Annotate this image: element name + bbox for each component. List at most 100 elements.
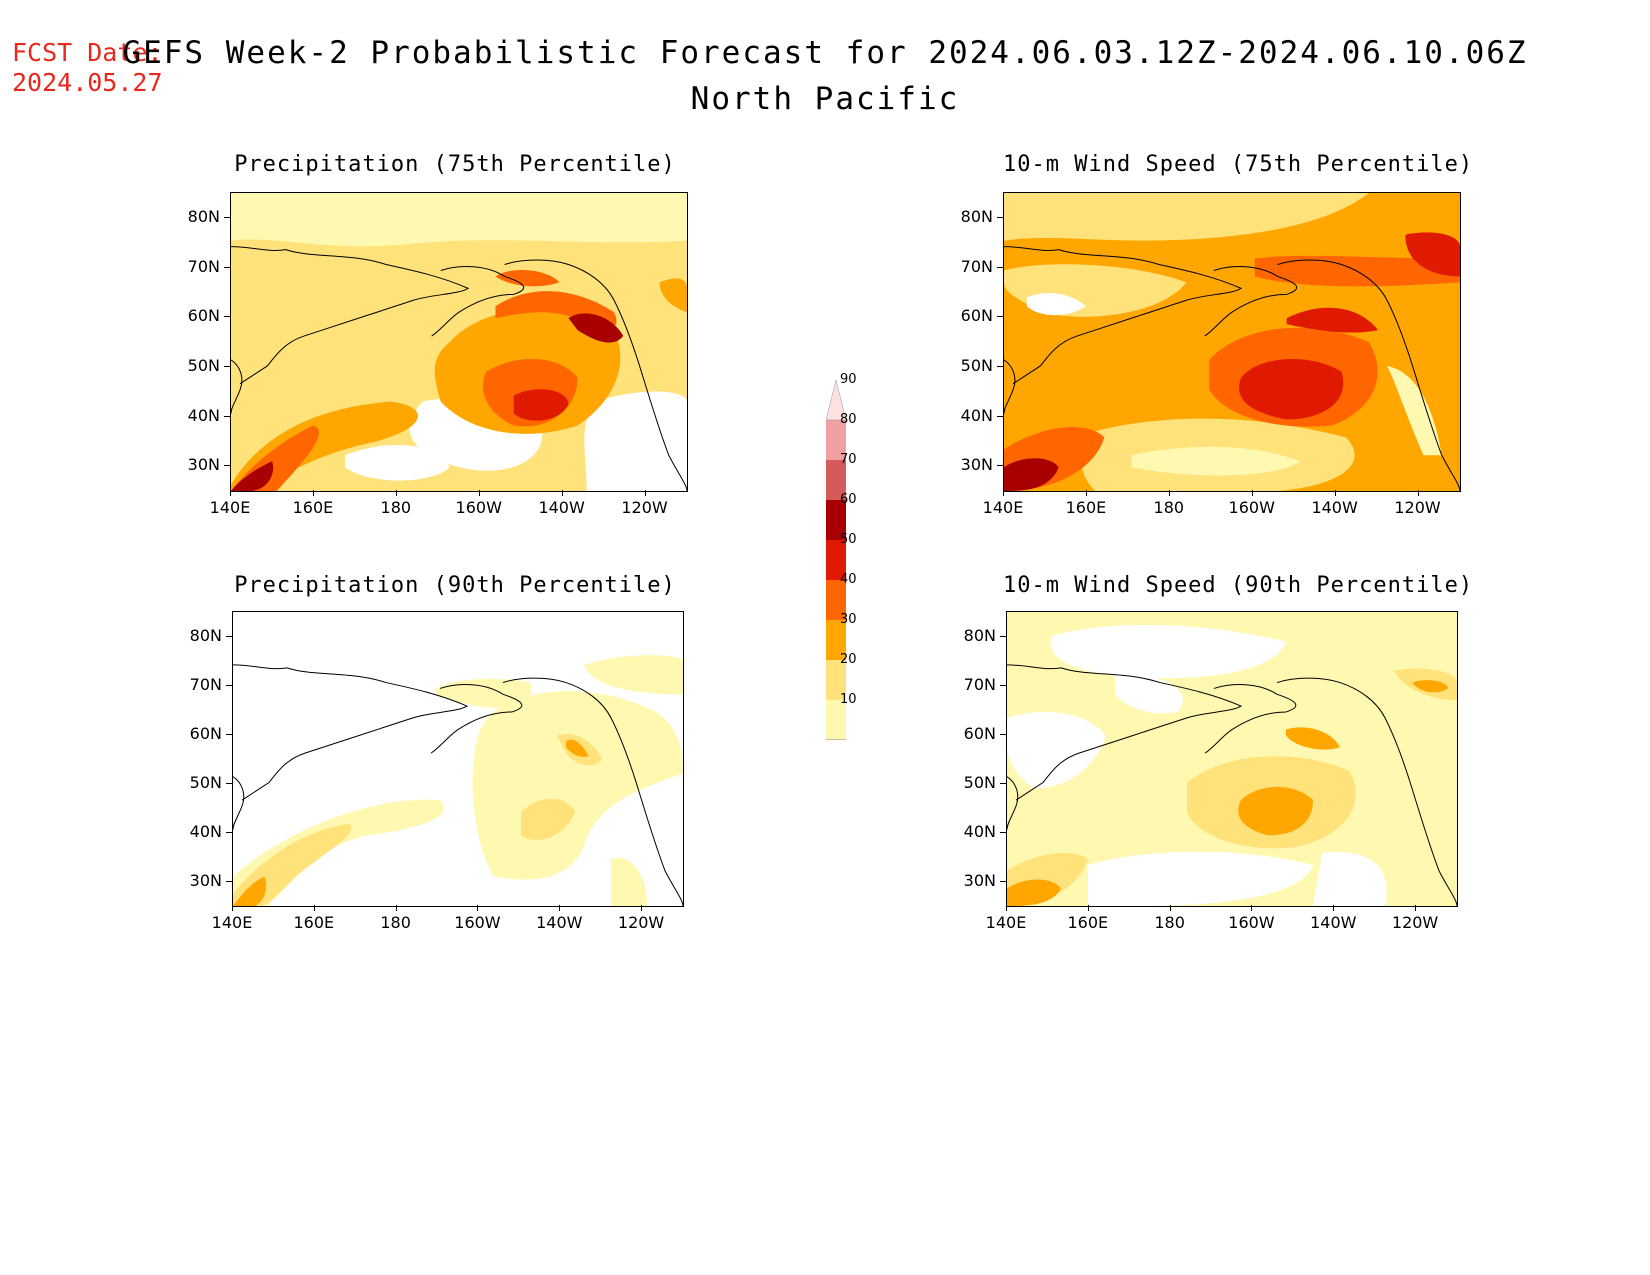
lat-tick-label: 30N [963,870,996,890]
lon-tick-label: 140E [985,913,1027,932]
lat-tick [1000,782,1006,784]
probability-contour [1313,851,1387,906]
coastline [505,260,687,491]
lat-tick-label: 70N [960,256,993,276]
map-field-svg [233,612,683,906]
coastline [1004,360,1015,414]
probability-contour [584,655,683,695]
lon-tick [477,905,479,911]
fcst-label: FCST Date: [12,38,163,67]
lon-tick-label: 160E [292,498,334,517]
lon-tick [1415,905,1417,911]
lon-tick-label: 140W [1310,913,1357,932]
lon-tick [1003,490,1004,496]
lat-tick-label: 40N [963,821,996,841]
map-precip90 [232,611,684,907]
panel-title-precip90: Precipitation (90th Percentile) [234,573,676,598]
coastline [231,247,468,384]
lon-tick [1417,490,1419,496]
lon-tick-label: 180 [380,498,412,517]
probability-contour [233,876,267,906]
probability-contour [1115,675,1183,714]
lat-tick [1000,635,1006,637]
lon-tick [1333,905,1335,911]
lat-tick-label: 50N [187,355,220,375]
lat-tick-label: 80N [963,625,996,645]
probability-contour [1405,232,1460,277]
colorbar-label: 30 [840,612,857,627]
lon-tick [312,490,314,496]
forecast-date-label: FCST Date: 2024.05.27 [12,38,163,98]
probability-contour [1238,786,1313,836]
panel-title-wind90: 10-m Wind Speed (90th Percentile) [1003,573,1474,598]
colorbar-block [826,460,846,500]
lat-tick [997,266,1003,268]
probability-contour [1050,624,1286,679]
probability-contour [659,278,687,313]
fcst-date: 2024.05.27 [12,68,163,97]
colorbar-block [826,700,846,740]
lon-tick [395,490,397,496]
probability-contour [1004,458,1059,491]
lat-tick-label: 40N [960,405,993,425]
map-wind90 [1006,611,1458,907]
lat-tick [226,733,232,735]
lat-tick [997,216,1003,218]
coastline [1004,247,1241,384]
colorbar-label: 70 [840,452,857,467]
lon-tick-label: 120W [617,913,665,932]
lon-tick-label: 120W [1391,913,1439,932]
lon-tick-label: 160W [455,498,502,517]
lon-tick [1085,490,1087,496]
lat-tick [226,782,232,784]
lat-tick [997,316,1003,318]
colorbar [825,379,847,740]
lat-tick-label: 30N [189,870,222,890]
lon-tick [1251,905,1253,911]
lon-tick-label: 160E [1065,498,1107,517]
map-wind75 [1003,192,1461,492]
probability-contour [1088,851,1313,906]
lat-tick [224,365,230,367]
lat-tick [224,266,230,268]
lon-tick-label: 160E [1067,913,1109,932]
probability-contour [568,313,624,343]
probability-contour [1004,193,1369,241]
map-field-svg [1004,193,1460,491]
title-line-2: North Pacific [690,81,960,117]
lon-tick-label: 180 [1154,913,1185,932]
lat-tick-label: 60N [189,723,222,743]
lon-tick-label: 120W [621,498,668,517]
probability-contour [1412,680,1448,693]
lat-tick [226,831,232,833]
lat-tick [224,216,230,218]
lon-tick [232,905,233,911]
probability-contour [1387,365,1442,456]
lat-tick-label: 40N [189,821,222,841]
title-line-1: GEFS Week-2 Probabilistic Forecast for 2… [122,35,1528,71]
lat-tick-label: 30N [187,455,220,475]
probability-contour [1026,292,1087,316]
coastline [233,665,467,800]
panel-title-precip75: Precipitation (75th Percentile) [234,152,676,177]
probability-contour [231,193,687,247]
probability-contour [521,798,575,841]
lon-tick [1169,905,1171,911]
lat-tick-label: 50N [960,355,993,375]
lat-tick [997,415,1003,417]
lon-tick [561,490,563,496]
probability-contour [1286,307,1378,333]
lon-tick-label: 140W [536,913,583,932]
colorbar-block [826,580,846,620]
probability-contour [611,857,647,906]
probability-contour [584,391,687,491]
lon-tick-label: 140E [209,498,251,517]
lon-tick [478,490,480,496]
colorbar-label: 90 [840,372,857,387]
probability-contour [513,389,569,421]
probability-contour [1239,359,1344,420]
lat-tick [224,465,230,467]
lon-tick [1168,490,1170,496]
map-precip75 [230,192,688,492]
lon-tick-label: 180 [1153,498,1185,517]
